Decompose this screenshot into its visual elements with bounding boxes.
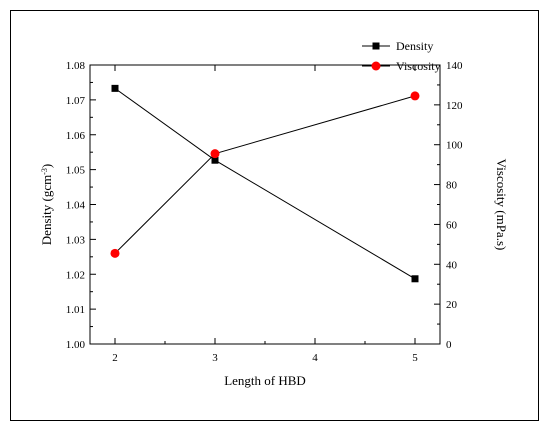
y-right-tick-label: 140	[446, 60, 463, 72]
series-layer	[110, 84, 420, 283]
x-tick-label: 4	[312, 352, 318, 364]
y-left-tick-label: 1.08	[66, 60, 86, 72]
y-right-tick-label: 0	[446, 339, 452, 351]
y-left-tick-label: 1.06	[66, 130, 86, 142]
legend: Density Viscosity	[362, 39, 441, 73]
legend-viscosity-label: Viscosity	[396, 59, 441, 73]
y-left-tick-label: 1.02	[66, 269, 85, 281]
y-right-tick-label: 20	[446, 299, 458, 311]
y-right-tick-label: 80	[446, 180, 458, 192]
legend-density-label: Density	[396, 39, 433, 53]
legend-density-marker	[372, 42, 380, 50]
y-right-tick-label: 100	[446, 140, 463, 152]
viscosity-point	[110, 248, 120, 258]
y-right-tick-label: 40	[446, 259, 458, 271]
plot-frame	[89, 64, 441, 345]
x-tick-label: 5	[412, 352, 418, 364]
y-left-tick-label: 1.03	[66, 234, 86, 246]
density-point	[411, 275, 419, 283]
figure-frame	[10, 10, 539, 421]
y-right-tick-label: 60	[446, 219, 458, 231]
viscosity-point	[410, 91, 420, 101]
y-left-tick-label: 1.01	[66, 304, 85, 316]
y-right-axis-title: Viscosity (mPa.s)	[494, 159, 509, 251]
x-axis-title: Length of HBD	[224, 373, 306, 388]
density-point	[211, 156, 219, 164]
legend-viscosity-marker	[371, 61, 381, 71]
y-left-axis-title: Density (gcm-3)	[39, 164, 54, 245]
density-series-line	[114, 87, 416, 280]
x-tick-label: 3	[212, 352, 218, 364]
y-left-axis-ticks: 1.00 1.01 1.02 1.03 1.04 1.05 1.06 1.07 1.08	[66, 60, 96, 351]
viscosity-series-line	[114, 95, 416, 254]
viscosity-point	[210, 149, 220, 159]
y-left-tick-label: 1.07	[66, 95, 86, 107]
y-right-axis-ticks: 0 20 40 60 80 100 120 140	[434, 60, 463, 351]
y-left-title-end: )	[39, 164, 54, 168]
y-left-tick-label: 1.05	[66, 165, 86, 177]
x-tick-label: 2	[112, 352, 118, 364]
y-left-title-sup: -3	[40, 168, 49, 175]
y-left-title-main: Density (gcm	[39, 175, 54, 245]
y-left-tick-label: 1.04	[66, 200, 86, 212]
x-axis-ticks: 2 3 4 5	[112, 65, 418, 364]
y-left-tick-label: 1.00	[66, 339, 86, 351]
y-right-tick-label: 120	[446, 100, 463, 112]
density-point	[111, 84, 119, 92]
